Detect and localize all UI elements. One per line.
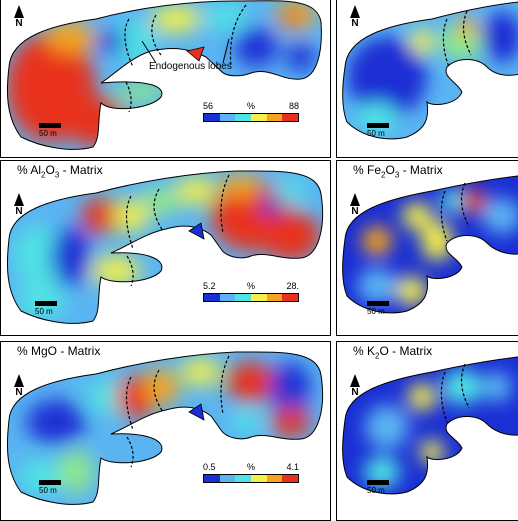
legend-swatch bbox=[219, 114, 236, 121]
legend-swatch bbox=[282, 475, 299, 482]
north-indicator-c: N bbox=[13, 193, 25, 217]
legend-unit: % bbox=[247, 281, 256, 291]
legend-swatch bbox=[204, 294, 220, 301]
map-panel-b: N 50 m bbox=[336, 0, 518, 158]
legend-swatch bbox=[235, 114, 252, 121]
legend-swatch bbox=[266, 294, 283, 301]
map-panel-a: N Endogenous lobes 56% 88 50 m bbox=[0, 0, 331, 158]
north-label: N bbox=[351, 387, 359, 398]
legend-swatch bbox=[251, 475, 267, 482]
panel-title: % K2O - Matrix bbox=[353, 344, 433, 361]
panel-title: % Al2O3 - Matrix bbox=[17, 163, 103, 180]
map-panel-mgo: % MgO - Matrix bbox=[0, 341, 331, 521]
legend-swatch bbox=[266, 475, 283, 482]
legend-swatch bbox=[219, 294, 236, 301]
legend-swatch bbox=[235, 294, 252, 301]
scale-bar-c: 50 m bbox=[35, 301, 57, 316]
north-indicator-d: N bbox=[349, 193, 361, 217]
north-arrow-icon bbox=[350, 374, 360, 387]
scale-bar-d: 50 m bbox=[367, 301, 389, 316]
legend-swatch bbox=[204, 114, 220, 121]
legend-swatch bbox=[235, 475, 252, 482]
north-arrow-icon bbox=[14, 374, 24, 387]
legend-max: 88 bbox=[288, 101, 299, 111]
map-panel-fe2o3: % Fe2O3 - Matrix N 50 m bbox=[336, 160, 518, 336]
legend-color-bar bbox=[203, 113, 299, 122]
scale-bar-f: 50 m bbox=[367, 480, 389, 495]
map-b-graphic bbox=[342, 1, 518, 140]
panel-title: % MgO - Matrix bbox=[17, 344, 101, 358]
scale-label: 50 m bbox=[367, 307, 385, 316]
north-indicator-b: N bbox=[349, 5, 361, 29]
legend-swatch bbox=[266, 114, 283, 121]
legend-mgo: 0.5% 4.1 bbox=[203, 462, 299, 488]
north-indicator-f: N bbox=[349, 374, 361, 398]
legend-swatch bbox=[204, 475, 220, 482]
map-fe2o3-graphic bbox=[342, 175, 518, 314]
scale-bar-e: 50 m bbox=[39, 480, 61, 495]
map-k2o-graphic bbox=[342, 356, 518, 495]
north-arrow-icon bbox=[350, 5, 360, 18]
scale-label: 50 m bbox=[39, 129, 57, 138]
legend-swatch bbox=[251, 114, 267, 121]
legend-a: 56% 88 bbox=[203, 101, 299, 127]
legend-swatch bbox=[282, 114, 299, 121]
panel-title: % Fe2O3 - Matrix bbox=[353, 163, 443, 180]
north-label: N bbox=[15, 18, 23, 29]
north-indicator-a: N bbox=[13, 5, 25, 29]
legend-swatch bbox=[282, 294, 299, 301]
map-panel-al2o3: % Al2O3 - Matrix bbox=[0, 160, 331, 336]
legend-swatch bbox=[219, 475, 236, 482]
legend-color-bar bbox=[203, 474, 299, 483]
map-al2o3-graphic bbox=[6, 170, 324, 324]
scale-bar-b: 50 m bbox=[367, 123, 389, 138]
scale-label: 50 m bbox=[35, 307, 53, 316]
scale-label: 50 m bbox=[39, 486, 57, 495]
north-label: N bbox=[351, 206, 359, 217]
north-indicator-e: N bbox=[13, 374, 25, 398]
endogenous-lobes-annotation: Endogenous lobes bbox=[149, 61, 232, 72]
north-arrow-icon bbox=[14, 193, 24, 206]
legend-unit: % bbox=[247, 462, 256, 472]
north-label: N bbox=[15, 387, 23, 398]
legend-al2o3: 5.2% 28. bbox=[203, 281, 299, 307]
scale-bar-a: 50 m bbox=[39, 123, 61, 138]
scale-label: 50 m bbox=[367, 486, 385, 495]
scale-label: 50 m bbox=[367, 129, 385, 138]
north-label: N bbox=[15, 206, 23, 217]
north-arrow-icon bbox=[14, 5, 24, 18]
legend-min: 56 bbox=[203, 101, 214, 111]
legend-max: 28. bbox=[286, 281, 299, 291]
north-arrow-icon bbox=[350, 193, 360, 206]
legend-min: 0.5 bbox=[203, 462, 216, 472]
north-label: N bbox=[351, 18, 359, 29]
legend-unit: % bbox=[247, 101, 256, 111]
legend-color-bar bbox=[203, 293, 299, 302]
legend-max: 4.1 bbox=[286, 462, 299, 472]
legend-swatch bbox=[251, 294, 267, 301]
map-a-graphic bbox=[6, 0, 322, 150]
map-panel-k2o: % K2O - Matrix N 50 m bbox=[336, 341, 518, 521]
legend-min: 5.2 bbox=[203, 281, 216, 291]
